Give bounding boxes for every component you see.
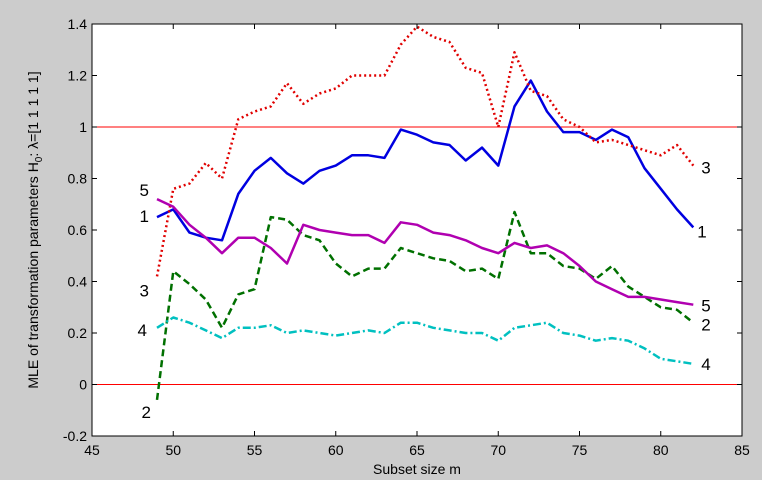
x-tick-label: 45: [84, 442, 100, 458]
series-label-left-4: 4: [138, 321, 147, 340]
x-tick-label: 55: [247, 442, 263, 458]
x-tick-label: 60: [328, 442, 344, 458]
x-tick-label: 80: [653, 442, 669, 458]
series-label-left-5: 5: [140, 181, 149, 200]
y-axis-label-tail: : λ=[1 1 1 1 1]: [25, 71, 41, 156]
y-tick-label: 0.4: [68, 274, 88, 290]
y-axis-label-main: MLE of transformation parameters H: [25, 162, 41, 388]
series-label-right-2: 2: [701, 316, 710, 335]
y-tick-label: 1: [79, 119, 87, 135]
series-label-left-2: 2: [142, 403, 151, 422]
y-tick-label: 0.6: [68, 222, 88, 238]
series-label-right-1: 1: [697, 222, 706, 241]
y-tick-label: 0.8: [68, 171, 88, 187]
y-tick-label: 1.2: [68, 68, 88, 84]
series-line-5: [156, 197, 694, 306]
y-axis-label: MLE of transformation parameters H0: λ=[…: [25, 71, 45, 388]
series-label-left-3: 3: [140, 281, 149, 300]
axes: 45 50 55 60 65 70 75 80 85-0.200.20.40.60.811.21…: [63, 16, 750, 458]
x-tick-label: 65: [409, 442, 425, 458]
y-tick-label: 1.4: [68, 16, 88, 32]
series-lines: [155, 25, 695, 401]
series-label-right-4: 4: [701, 355, 710, 374]
series-line-3: [155, 25, 695, 277]
reference-lines: [92, 126, 742, 385]
series-line-4: [156, 316, 694, 366]
y-tick-label: -0.2: [63, 428, 87, 444]
series-label-right-5: 5: [701, 297, 710, 316]
y-axis-label-subscript: 0: [34, 156, 45, 162]
series-labels: 1 1 2 2 3 3 4 4 5 5: [138, 159, 711, 422]
x-axis-label: Subset size m: [373, 461, 461, 477]
x-tick-label: 70: [490, 442, 506, 458]
series-line-1: [156, 79, 695, 242]
series-label-left-1: 1: [140, 207, 149, 226]
x-tick-label: 50: [165, 442, 181, 458]
x-tick-label: 75: [572, 442, 588, 458]
x-tick-label: 85: [734, 442, 750, 458]
y-tick-label: 0.2: [68, 325, 88, 341]
y-tick-label: 0: [79, 377, 87, 393]
plot-area: [91, 23, 743, 437]
series-label-right-3: 3: [701, 159, 710, 178]
